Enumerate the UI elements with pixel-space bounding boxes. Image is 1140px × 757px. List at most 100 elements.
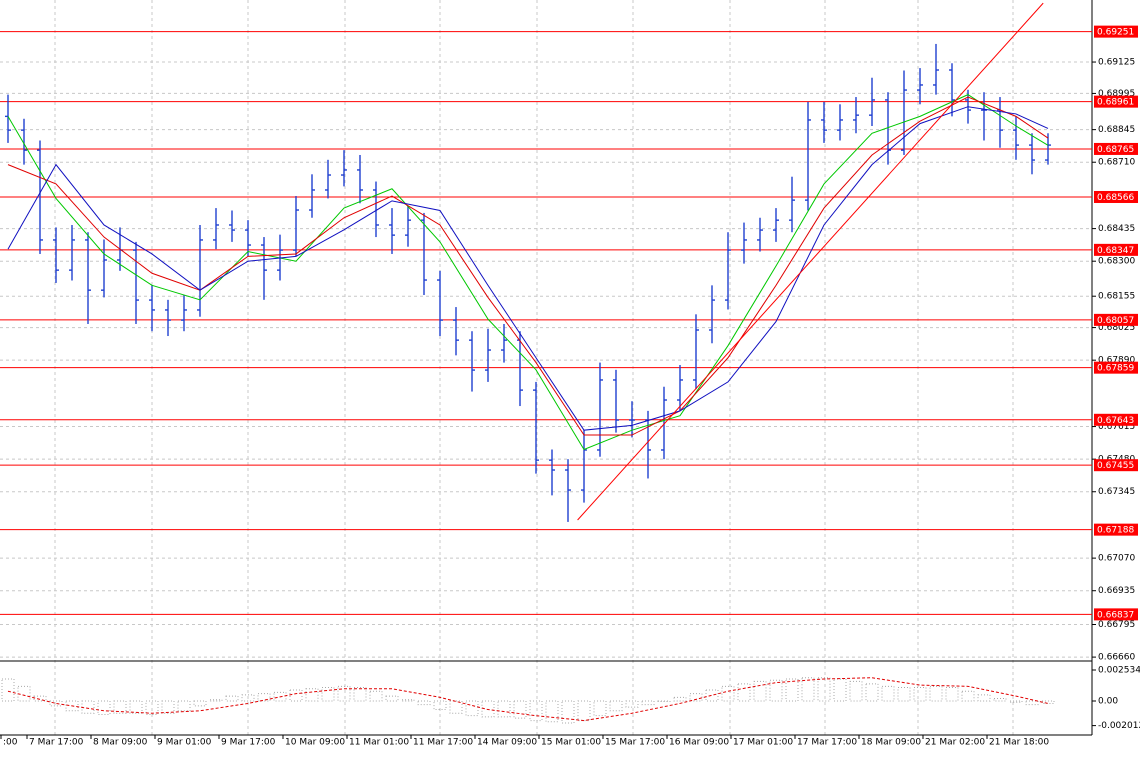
histogram-bar — [817, 677, 831, 702]
x-tick-label: 10 Mar 09:00 — [285, 738, 345, 748]
histogram-bar — [225, 695, 239, 702]
x-tick-label: 17 Mar 17:00 — [797, 738, 857, 748]
level-label: 0.67643 — [1097, 416, 1134, 426]
histogram-bar — [161, 700, 175, 714]
level-label-box — [1094, 608, 1138, 621]
y-tick-label: 0.66660 — [1098, 653, 1135, 663]
histogram-bar — [897, 687, 911, 702]
histogram-bar — [321, 687, 335, 702]
histogram-bar — [961, 690, 975, 702]
histogram-bar — [433, 700, 447, 711]
x-tick-label: 9 Mar 01:00 — [157, 738, 212, 748]
level-label-box — [1094, 190, 1138, 203]
histogram-bar — [737, 683, 751, 702]
histogram-bar — [305, 688, 319, 702]
histogram-bar — [209, 699, 223, 702]
histogram-bar — [753, 680, 767, 702]
indicator-tick-label: 0.002534 — [1098, 665, 1140, 675]
level-label-box — [1094, 243, 1138, 256]
histogram-bar — [129, 700, 143, 714]
y-tick-label: 0.68435 — [1098, 224, 1135, 234]
level-label-box — [1094, 142, 1138, 155]
x-tick-label: 15 Mar 01:00 — [541, 738, 601, 748]
level-label: 0.68765 — [1097, 145, 1134, 155]
histogram-bar — [577, 700, 591, 722]
histogram-bar — [1025, 700, 1039, 706]
signal-line — [7, 677, 1049, 722]
x-tick-label: 11 Mar 01:00 — [349, 738, 409, 748]
histogram-bar — [609, 700, 623, 712]
histogram-bar — [17, 685, 31, 702]
moving-average — [7, 106, 1049, 431]
moving-average — [7, 96, 1049, 436]
histogram-bar — [401, 699, 415, 702]
x-tick-label: 8 Mar 09:00 — [93, 738, 148, 748]
y-tick-label: 0.69125 — [1098, 58, 1135, 68]
x-tick-label: 15 Mar 17:00 — [605, 738, 665, 748]
y-tick-label: 0.68300 — [1098, 257, 1135, 267]
histogram-bar — [353, 687, 367, 702]
x-tick-label: 7 Mar 17:00 — [29, 738, 84, 748]
histogram-bar — [801, 677, 815, 702]
histogram-bar — [625, 700, 639, 708]
histogram-bar — [465, 700, 479, 717]
histogram-bar — [385, 695, 399, 702]
histogram-bar — [369, 690, 383, 702]
histogram-bar — [977, 694, 991, 702]
histogram-bar — [193, 700, 207, 707]
histogram-bar — [881, 685, 895, 702]
histogram-bar — [177, 700, 191, 712]
histogram-bar — [1009, 700, 1023, 703]
histogram-bar — [49, 700, 63, 707]
histogram-bar — [257, 693, 271, 702]
indicator-tick-label: 0.00 — [1098, 696, 1118, 706]
indicator-tick-label: -0.002012 — [1098, 721, 1140, 731]
histogram-bar — [113, 700, 127, 714]
histogram-bar — [337, 685, 351, 702]
x-tick-label: 21 Mar 18:00 — [989, 738, 1049, 748]
histogram-bar — [913, 687, 927, 702]
y-tick-label: 0.66935 — [1098, 586, 1135, 596]
level-label-box — [1094, 25, 1138, 38]
level-label: 0.67859 — [1097, 364, 1134, 374]
trend-line — [577, 2, 1044, 521]
histogram-bar — [513, 700, 527, 719]
level-label-box — [1094, 313, 1138, 326]
histogram-bar — [241, 694, 255, 702]
y-tick-label: 0.68995 — [1098, 89, 1135, 99]
level-label: 0.69251 — [1097, 28, 1134, 38]
x-tick-label: 11 Mar 17:00 — [413, 738, 473, 748]
level-label-box — [1094, 523, 1138, 536]
x-tick-label: 18 Mar 09:00 — [861, 738, 921, 748]
histogram-bar — [689, 693, 703, 702]
histogram-bar — [865, 683, 879, 702]
histogram-bar — [657, 700, 671, 702]
histogram-bar — [705, 689, 719, 702]
x-tick-label: 17 Mar 01:00 — [733, 738, 793, 748]
histogram-bar — [929, 685, 943, 702]
level-label: 0.67455 — [1097, 461, 1134, 471]
level-label: 0.68566 — [1097, 193, 1134, 203]
histogram-bar — [497, 700, 511, 718]
histogram-bar — [1, 678, 15, 702]
x-tick-label: 9 Mar 17:00 — [221, 738, 276, 748]
histogram-bar — [993, 698, 1007, 702]
histogram-bar — [33, 695, 47, 702]
histogram-bar — [769, 679, 783, 702]
moving-average — [7, 94, 1049, 451]
histogram-bar — [593, 700, 607, 717]
histogram-bar — [97, 700, 111, 715]
x-tick-label: 16 Mar 09:00 — [669, 738, 729, 748]
histogram-bar — [561, 700, 575, 724]
histogram-bar — [145, 700, 159, 715]
x-tick-label: :00 — [3, 738, 18, 748]
histogram-bar — [529, 700, 543, 722]
level-label-box — [1094, 95, 1138, 108]
histogram-bar — [673, 696, 687, 702]
histogram-bar — [449, 700, 463, 714]
level-label: 0.66837 — [1097, 610, 1134, 620]
y-tick-label: 0.66795 — [1098, 620, 1135, 630]
